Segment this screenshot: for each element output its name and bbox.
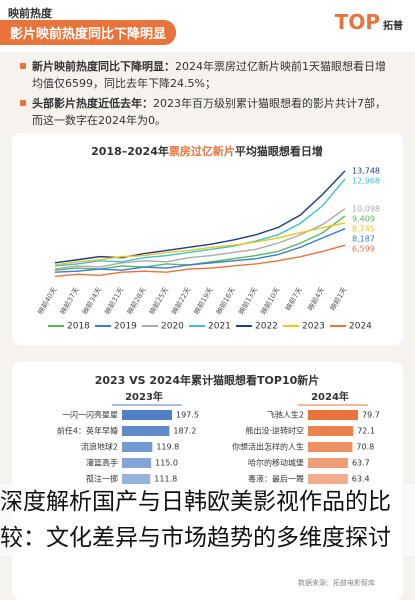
line bbox=[54, 244, 346, 278]
section-label: 映前热度 bbox=[8, 7, 52, 20]
line bbox=[54, 170, 346, 264]
bar bbox=[122, 442, 153, 452]
category-label: 流浪地球2 bbox=[81, 442, 118, 452]
line bbox=[54, 178, 346, 267]
legend-label: 2023 bbox=[302, 322, 325, 332]
category-label: 前任4：英年早婚 bbox=[57, 426, 118, 436]
note-heading: 新片映前热度同比下降明显： bbox=[32, 60, 175, 73]
bar bbox=[122, 458, 152, 468]
line bbox=[54, 228, 346, 273]
value-label: 187.2 bbox=[173, 427, 196, 436]
notes: 新片映前热度同比下降明显：2024年票房过亿新片映前1天猫眼想看日增均值仅659… bbox=[20, 58, 395, 132]
bar bbox=[308, 426, 354, 436]
category-label: 孤注一掷 bbox=[86, 474, 118, 484]
value-label: 13,748 bbox=[352, 166, 380, 175]
value-label: 6,599 bbox=[352, 244, 375, 253]
category-label: 飞驰人生2 bbox=[267, 410, 304, 420]
value-label: 63.4 bbox=[352, 475, 370, 484]
legend-label: 2024 bbox=[349, 322, 372, 332]
value-label: 197.5 bbox=[176, 411, 199, 420]
value-label: 119.8 bbox=[156, 443, 179, 452]
value-label: 70.8 bbox=[356, 443, 374, 452]
value-label: 8,187 bbox=[352, 234, 375, 243]
value-label: 10,098 bbox=[352, 204, 380, 213]
category-label: 一闪一闪亮星星 bbox=[62, 410, 118, 420]
note: 头部影片热度近低去年：2023年百万级别累计猫眼想看的影片共计7部，而这一数字在… bbox=[20, 95, 395, 129]
title-part: 票房过亿新片 bbox=[169, 144, 235, 158]
value-label: 12,968 bbox=[352, 176, 380, 185]
bar bbox=[308, 410, 358, 420]
header: 映前热度 影片映前热度同比下降明显 TOP 拓普 bbox=[0, 0, 415, 52]
legend-label: 2018 bbox=[67, 322, 90, 332]
note-text: 2024年票房过亿新片映前1天猫眼想看日增均值仅6599，同比去年下降24.5%… bbox=[32, 60, 386, 90]
bar bbox=[122, 426, 170, 436]
logo-text: TOP bbox=[334, 10, 380, 34]
logo-sub: 拓普 bbox=[383, 21, 403, 32]
value-label: 63.7 bbox=[352, 459, 370, 468]
category-label: 灌篮高手 bbox=[86, 458, 118, 468]
card bbox=[12, 133, 403, 345]
line bbox=[54, 222, 346, 266]
value-label: 115.0 bbox=[155, 459, 178, 468]
bar bbox=[308, 474, 348, 484]
chart-title: 2023 VS 2024年累计猫眼想看TOP10新片 bbox=[95, 373, 320, 387]
note-text: 2023年百万级别累计猫眼想看的影片共计7部，而这一数字在2024年为0。 bbox=[32, 97, 386, 127]
bar bbox=[122, 474, 151, 484]
category-label: 你想活出怎样的人生 bbox=[232, 442, 304, 452]
source: 数据来源：拓普电影智库 bbox=[298, 579, 375, 587]
chart-title: 2018–2024年票房过亿新片平均猫眼想看日增 bbox=[91, 144, 323, 158]
note: 新片映前热度同比下降明显：2024年票房过亿新片映前1天猫眼想看日增均值仅659… bbox=[20, 58, 395, 92]
legend-label: 2021 bbox=[208, 322, 231, 332]
legend-label: 2020 bbox=[161, 322, 184, 332]
panel-title: 2023年 bbox=[125, 390, 163, 403]
value-label: 8,745 bbox=[352, 224, 375, 233]
legend-label: 2019 bbox=[114, 322, 137, 332]
value-label: 72.1 bbox=[357, 427, 375, 436]
value-label: 9,409 bbox=[352, 214, 375, 223]
bar bbox=[122, 410, 172, 420]
bar bbox=[308, 442, 353, 452]
category-label: 熊出没·逆转时空 bbox=[245, 426, 304, 436]
bar bbox=[308, 458, 348, 468]
caption: 深度解析国产与日韩欧美影视作品的比较：文化差异与市场趋势的多维度探讨 bbox=[0, 484, 415, 556]
category-label: 哈尔的移动城堡 bbox=[248, 458, 304, 468]
panel-title: 2024年 bbox=[311, 390, 349, 403]
value-label: 111.8 bbox=[154, 475, 177, 484]
category-label: 毒液：最后一舞 bbox=[248, 474, 304, 484]
note-heading: 头部影片热度近低去年： bbox=[32, 97, 153, 110]
logo: TOP 拓普 bbox=[335, 10, 403, 34]
header-title: 影片映前热度同比下降明显 bbox=[0, 20, 177, 45]
legend-label: 2022 bbox=[255, 322, 278, 332]
title-part: 2018–2024年 bbox=[91, 144, 169, 158]
title-part: 平均猫眼想看日增 bbox=[235, 144, 323, 158]
value-label: 79.7 bbox=[362, 411, 380, 420]
line bbox=[54, 208, 346, 270]
